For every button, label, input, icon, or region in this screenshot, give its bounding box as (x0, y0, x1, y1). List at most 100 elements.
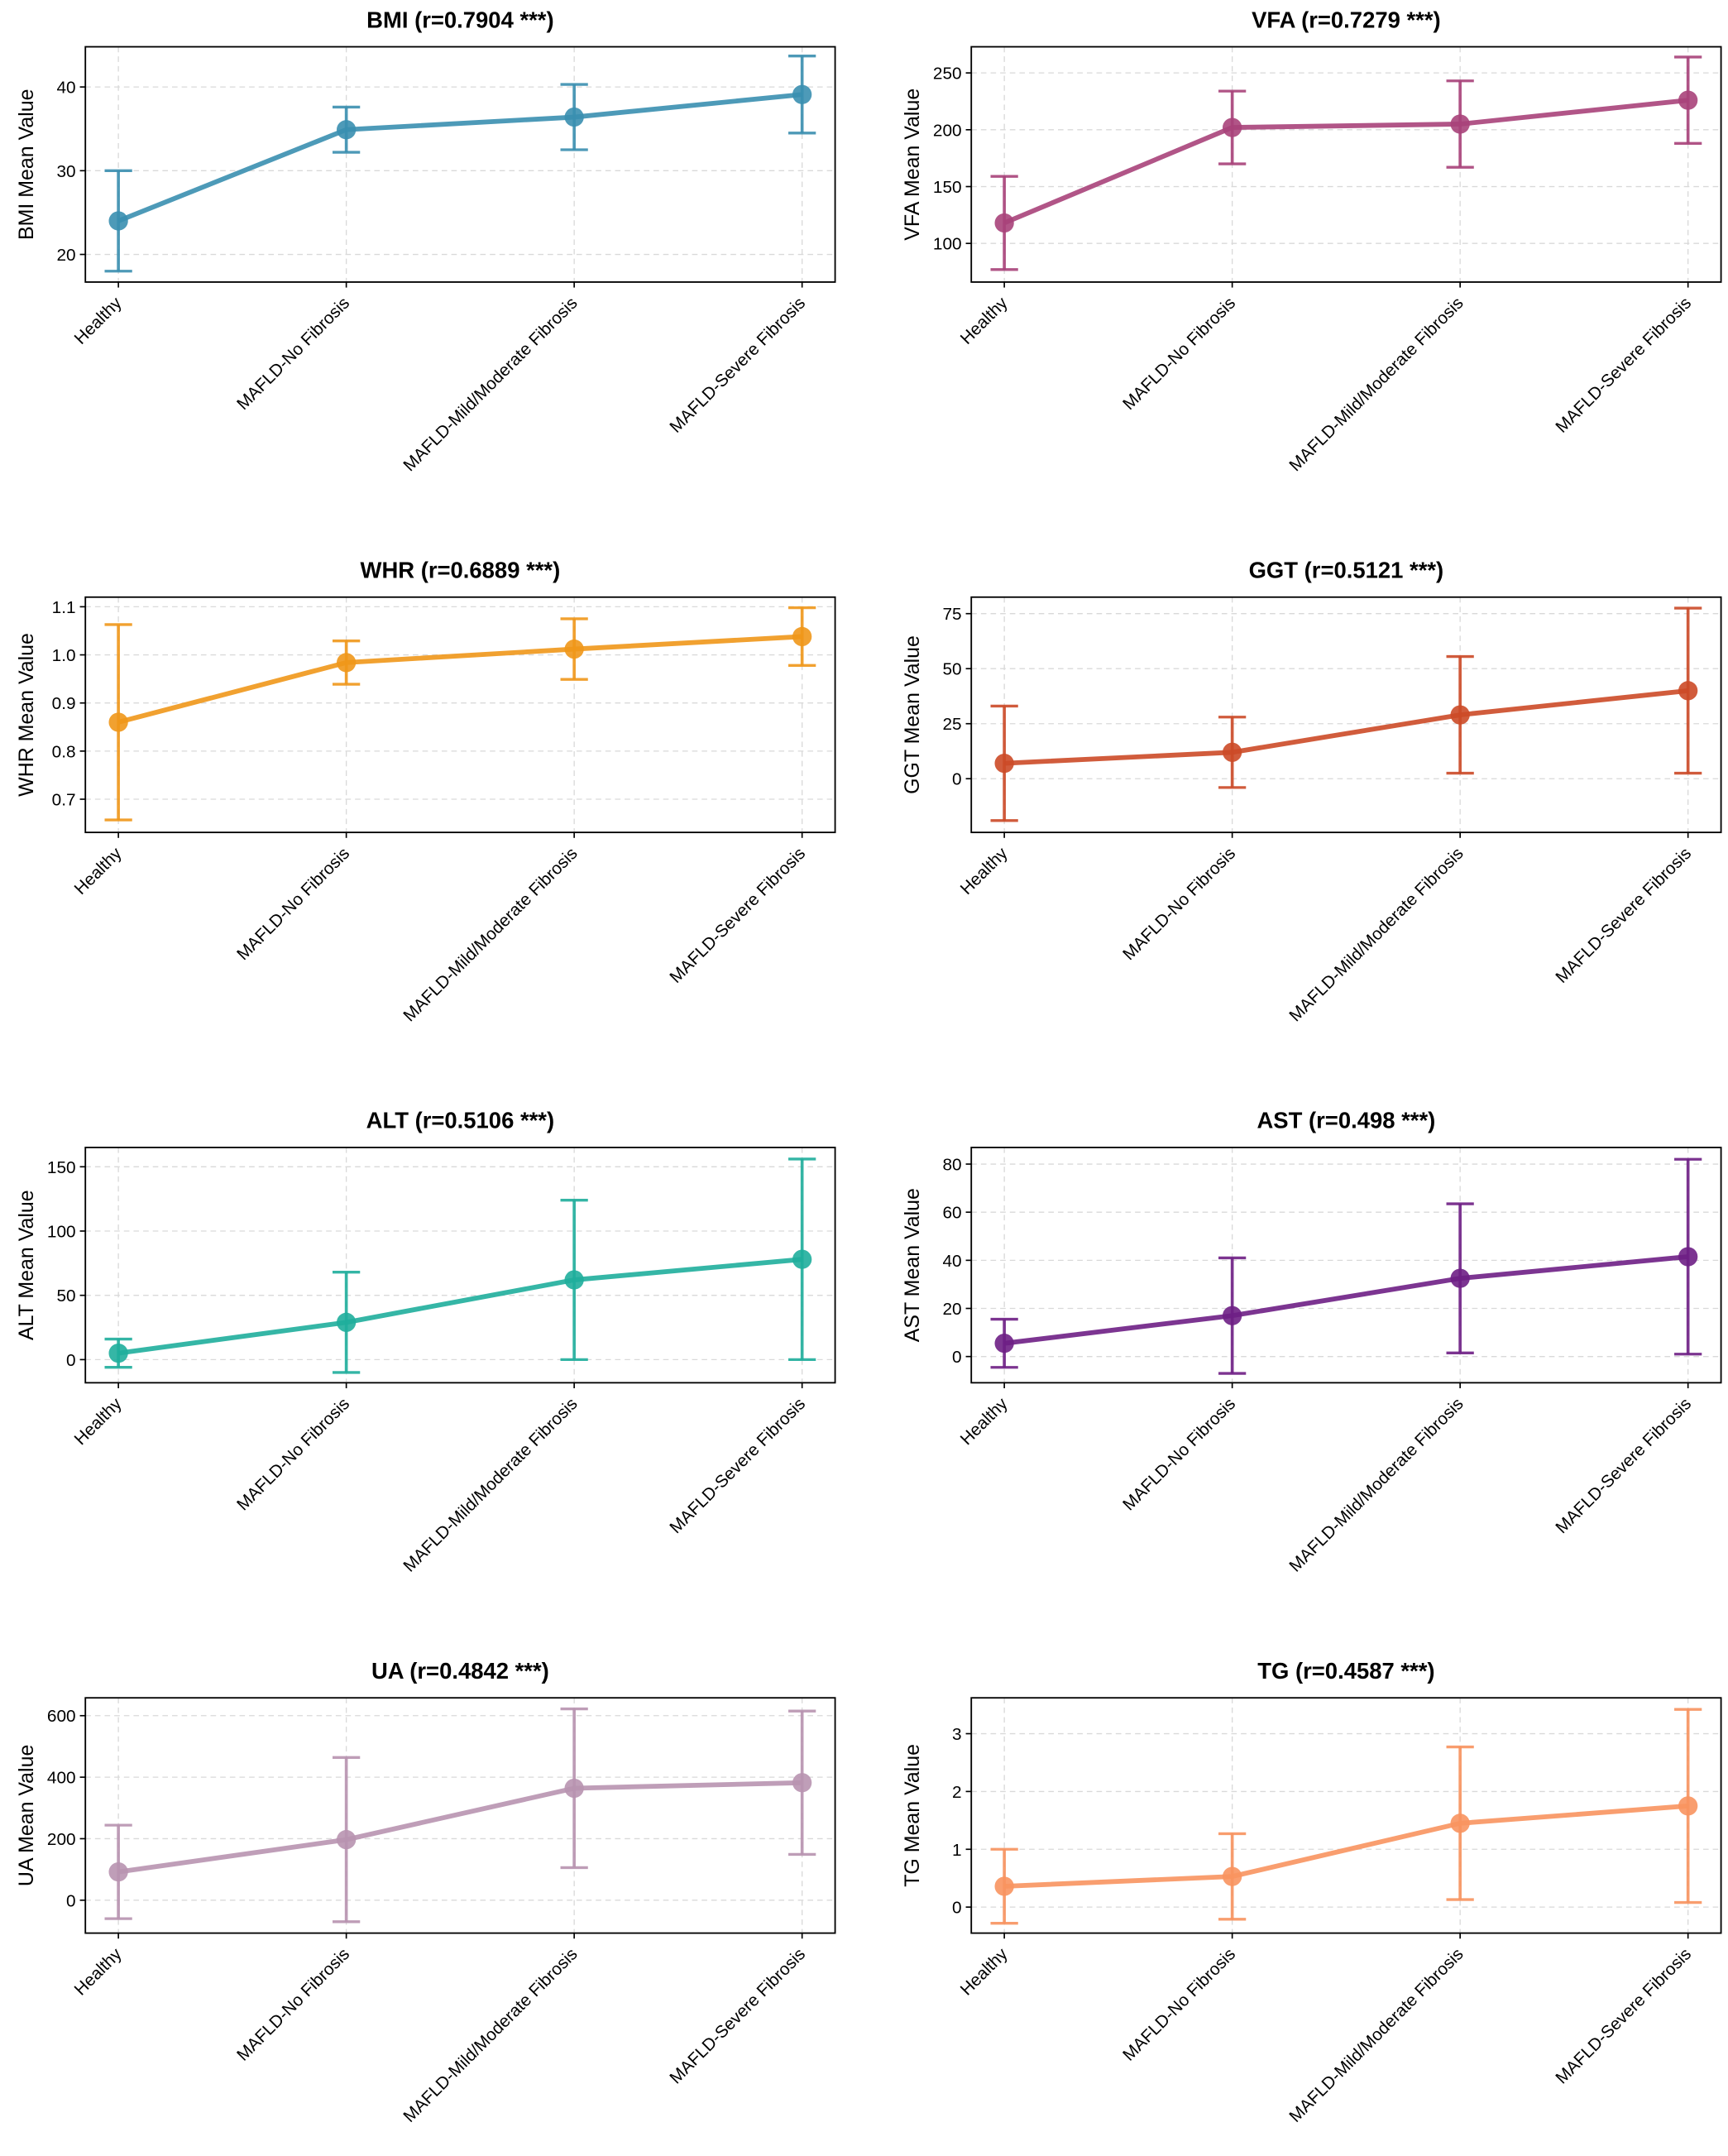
subplot-ast: 0 20 40 60 80 Healthy MAFLD-No Fibrosis MAFLD-M… (901, 1108, 1722, 1576)
y-tick-label: 0.8 (52, 742, 76, 761)
y-tick-label: 75 (942, 605, 961, 624)
y-tick-label: 600 (47, 1707, 76, 1726)
x-tick-label: MAFLD-No Fibrosis (233, 1944, 353, 2064)
y-tick-label: 40 (56, 79, 75, 98)
chart-title: ALT (r=0.5106 ***) (366, 1108, 554, 1133)
data-point (564, 639, 584, 659)
x-tick-label: MAFLD-Mild/Moderate Fibrosis (400, 1944, 581, 2125)
data-point (1678, 90, 1698, 110)
data-point (336, 120, 357, 140)
x-tick-label: MAFLD-No Fibrosis (1119, 1394, 1239, 1514)
data-point (792, 626, 812, 647)
x-tick-label: Healthy (71, 1944, 126, 1999)
x-tick-label: MAFLD-No Fibrosis (1119, 844, 1239, 964)
y-axis-label: BMI Mean Value (15, 89, 38, 240)
data-point (1223, 1866, 1242, 1886)
series-line (1004, 1803, 1688, 1889)
data-point (108, 211, 128, 231)
y-axis-label: GGT Mean Value (901, 635, 924, 794)
x-tick-label: Healthy (71, 293, 126, 347)
data-point (792, 84, 812, 104)
data-point (108, 712, 128, 732)
data-point (108, 1861, 128, 1882)
data-point (564, 107, 584, 127)
y-tick-label: 20 (56, 246, 75, 265)
x-tick-label: MAFLD-Mild/Moderate Fibrosis (400, 1394, 581, 1575)
x-tick-label: MAFLD-Severe Fibrosis (666, 294, 809, 437)
x-tick-label: MAFLD-Severe Fibrosis (666, 1394, 809, 1537)
y-tick-label: 200 (47, 1830, 76, 1849)
x-tick-label: MAFLD-Severe Fibrosis (1552, 844, 1695, 987)
y-tick-label: 150 (47, 1158, 76, 1177)
data-point (792, 1249, 812, 1269)
y-tick-label: 30 (56, 162, 75, 181)
series-line (1003, 688, 1688, 766)
plot-frame (970, 46, 1722, 283)
x-tick-label: MAFLD-No Fibrosis (233, 1394, 353, 1514)
x-tick-label: Healthy (71, 1394, 126, 1449)
y-tick-label: 0 (952, 1348, 962, 1367)
y-tick-label: 100 (47, 1222, 76, 1241)
subplot-bmi: 20 30 40 Healthy MAFLD-No Fibrosis MAFLD-Mild… (15, 7, 836, 475)
y-axis-label: UA Mean Value (15, 1745, 38, 1886)
series-line (1003, 1254, 1688, 1346)
x-tick-label: MAFLD-Mild/Moderate Fibrosis (1285, 1394, 1467, 1575)
plot-frame (84, 46, 836, 283)
y-tick-label: 0 (66, 1351, 76, 1370)
x-tick-label: MAFLD-Mild/Moderate Fibrosis (400, 844, 581, 1025)
plot-frame (970, 1147, 1722, 1384)
y-tick-label: 200 (933, 121, 962, 140)
series-line (117, 634, 802, 725)
y-tick-label: 1.1 (52, 598, 76, 617)
data-point (1678, 1247, 1698, 1267)
data-point (792, 1773, 812, 1793)
series-line (117, 1257, 802, 1356)
y-axis-label: TG Mean Value (901, 1744, 924, 1887)
y-tick-label: 0 (952, 770, 962, 789)
x-tick-label: MAFLD-Mild/Moderate Fibrosis (1285, 844, 1467, 1025)
data-point (994, 1334, 1014, 1353)
plot-frame (970, 1697, 1722, 1934)
y-tick-label: 60 (942, 1204, 961, 1223)
subplot-ua: 0 200 400 600 Healthy MAFLD-No Fibrosis MAFLD-… (15, 1658, 836, 2126)
series-line (1003, 98, 1688, 226)
x-tick-label: MAFLD-No Fibrosis (233, 844, 353, 964)
y-tick-label: 400 (47, 1769, 76, 1788)
x-tick-label: MAFLD-Severe Fibrosis (1552, 1394, 1695, 1537)
x-tick-label: Healthy (71, 844, 126, 898)
subplot-ggt: 0 25 50 75 Healthy MAFLD-No Fibrosis MAFLD-Mil… (901, 557, 1722, 1025)
subplot-tg: 0 1 2 3 Healthy MAFLD-No Fibrosis MAFLD-Mild/M… (901, 1658, 1722, 2126)
y-tick-label: 0 (952, 1899, 962, 1918)
x-tick-label: MAFLD-Mild/Moderate Fibrosis (400, 294, 581, 475)
y-axis-label: AST Mean Value (901, 1188, 924, 1342)
y-axis-label: VFA Mean Value (901, 89, 924, 241)
y-tick-label: 250 (933, 65, 962, 84)
x-tick-label: Healthy (957, 293, 1012, 347)
x-tick-label: Healthy (957, 1944, 1012, 1999)
data-point (1450, 1813, 1470, 1833)
y-tick-label: 25 (942, 715, 961, 734)
data-point (1678, 1796, 1698, 1816)
y-tick-label: 1.0 (52, 646, 76, 665)
x-tick-label: MAFLD-Severe Fibrosis (1552, 1944, 1695, 2087)
y-tick-label: 50 (942, 660, 961, 679)
subplot-alt: 0 50 100 150 Healthy MAFLD-No Fibrosis MAFLD-M… (15, 1108, 836, 1576)
x-tick-label: MAFLD-Mild/Moderate Fibrosis (1285, 294, 1467, 475)
chart-title: AST (r=0.498 ***) (1257, 1108, 1436, 1133)
y-tick-label: 3 (952, 1725, 962, 1744)
y-tick-label: 40 (942, 1252, 961, 1271)
data-point (1223, 117, 1242, 137)
data-point (1450, 1268, 1470, 1288)
y-tick-label: 100 (933, 235, 962, 254)
chart-title: BMI (r=0.7904 ***) (366, 7, 553, 32)
subplot-whr: 0.7 0.8 0.9 1.0 1.1 Healthy MAFLD-No Fibrosis M… (15, 557, 836, 1025)
x-tick-label: MAFLD-Mild/Moderate Fibrosis (1285, 1944, 1467, 2125)
data-point (564, 1778, 584, 1799)
y-tick-label: 0.9 (52, 694, 76, 713)
y-tick-label: 80 (942, 1156, 961, 1175)
data-point (1678, 681, 1698, 701)
chart-title: TG (r=0.4587 ***) (1257, 1658, 1434, 1684)
y-axis-label: ALT Mean Value (15, 1190, 38, 1340)
x-tick-label: MAFLD-Severe Fibrosis (666, 844, 809, 987)
x-tick-label: MAFLD-Severe Fibrosis (666, 1944, 809, 2087)
